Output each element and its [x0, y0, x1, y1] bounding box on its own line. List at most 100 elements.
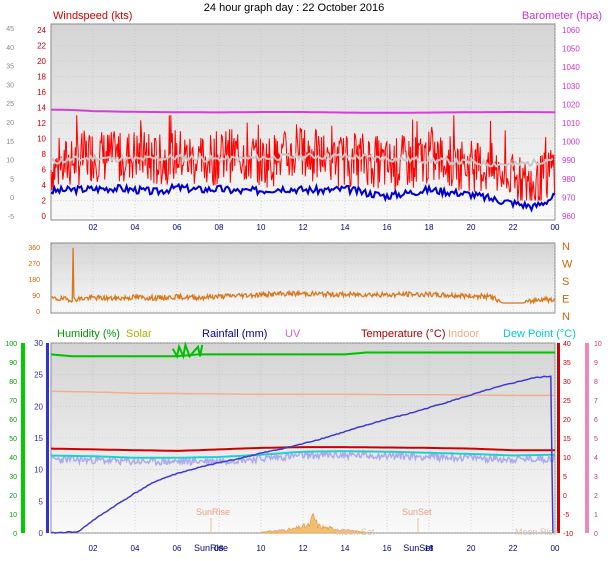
temperature-y-tick: 10 [563, 455, 571, 462]
wind-x-tick: 12 [299, 223, 308, 232]
wind-x-tick: 16 [383, 223, 392, 232]
temperature-y-tick: -5 [563, 512, 569, 519]
rain-y-tick: 30 [34, 339, 43, 348]
barometer-y-tick: 960 [562, 212, 576, 221]
uv-axis-bar [585, 343, 589, 533]
uv-area [260, 513, 367, 534]
wind-outer-y-tick: 0 [10, 195, 14, 202]
humidity-y-tick: 80 [9, 379, 17, 386]
wind-y-tick: 18 [37, 73, 46, 82]
wind-x-tick: 14 [341, 223, 350, 232]
temperature-y-tick: 40 [563, 341, 571, 348]
temperature-x-tick: 10 [257, 544, 266, 553]
uv-y-tick: 8 [594, 379, 598, 386]
legend-uv: UV [285, 328, 301, 340]
temperature-x-tick: 20 [467, 544, 476, 553]
wind-y-tick: 16 [37, 88, 46, 97]
temperature-grid [51, 342, 556, 534]
humidity-y-tick: 70 [9, 398, 17, 405]
apparent-temperature-line [50, 449, 555, 467]
wind-y-tick: 0 [42, 212, 47, 221]
temperature-x-tick: 14 [341, 544, 350, 553]
wind-outer-y-tick: 30 [6, 82, 14, 89]
wind-outer-y-tick: 5 [10, 176, 14, 183]
barometer-line [50, 108, 555, 114]
wind-x-tick: 10 [257, 223, 266, 232]
humidity-y-tick: 20 [9, 493, 17, 500]
temperature-y-tick: -10 [563, 531, 573, 538]
humidity-y-tick: 30 [9, 474, 17, 481]
wind-outer-y-tick: -5 [8, 214, 14, 221]
temperature-x-tick: 22 [509, 544, 518, 553]
temperature-y-tick: 35 [563, 360, 571, 367]
temperature-x-tick: 00 [551, 544, 560, 553]
temperature-x-tick: 04 [131, 544, 140, 553]
temperature-x-tick: 18 [425, 544, 434, 553]
wind-x-tick: 08 [215, 223, 224, 232]
wind-y-tick: 20 [37, 57, 46, 66]
solar-line [171, 341, 204, 360]
direction-y-tick: 0 [36, 309, 40, 316]
wind-y-tick: 14 [37, 104, 46, 113]
wind-x-tick: 02 [89, 223, 98, 232]
wind-y-tick: 8 [42, 150, 47, 159]
wind-outer-y-tick: 25 [6, 101, 14, 108]
wind-outer-y-tick: 20 [6, 120, 14, 127]
rain-y-tick: 10 [34, 466, 43, 475]
rain-y-tick: 0 [39, 529, 44, 538]
wind-x-tick: 04 [131, 223, 140, 232]
legend-temperature: Temperature (°C) [361, 328, 445, 340]
temperature-line [50, 446, 555, 452]
barometer-y-tick: 1050 [562, 45, 580, 54]
legend-dew-point: Dew Point (°C) [503, 328, 576, 340]
wind-y-tick: 22 [37, 42, 46, 51]
barometer-y-tick: 990 [562, 156, 576, 165]
wind-x-tick: 06 [173, 223, 182, 232]
temperature-y-tick: 20 [563, 417, 571, 424]
barometer-y-tick: 1010 [562, 119, 580, 128]
temperature-y-tick: 0 [563, 493, 567, 500]
temperature-y-tick: 5 [563, 474, 567, 481]
barometer-y-tick: 970 [562, 193, 576, 202]
wind-direction-line [51, 247, 556, 305]
rain-axis-bar [46, 343, 49, 533]
barometer-y-tick: 980 [562, 175, 576, 184]
wind-outer-y-tick: 10 [6, 158, 14, 165]
dew-point-line [50, 450, 556, 459]
barometer-axis-title: Barometer (hpa) [522, 10, 602, 22]
direction-y-tick: 270 [28, 261, 40, 268]
wind-y-tick: 12 [37, 119, 46, 128]
wind-y-tick: 4 [42, 181, 47, 190]
barometer-y-tick: 1000 [562, 138, 580, 147]
barometer-y-tick: 1020 [562, 100, 580, 109]
wind-x-tick: 22 [509, 223, 518, 232]
temperature-y-tick: 15 [563, 436, 571, 443]
uv-y-tick: 10 [594, 341, 602, 348]
temperature-series [50, 341, 556, 534]
wind-outer-y-tick: 35 [6, 64, 14, 71]
compass-label: N [562, 311, 570, 323]
direction-y-tick: 90 [32, 293, 40, 300]
direction-grid [51, 243, 556, 313]
temperature-y-tick: 30 [563, 379, 571, 386]
rain-y-ticks: 30 25 20 15 10 5 0 [34, 339, 43, 538]
sunset-axis-label: SunSet [403, 543, 433, 553]
wind-y-tick: 2 [42, 197, 47, 206]
direction-series [51, 247, 556, 305]
wind-x-ticks: 02 04 06 08 10 12 14 16 18 20 22 00 [89, 223, 560, 232]
wind-x-tick: 18 [425, 223, 434, 232]
rainfall-line [50, 375, 554, 534]
wind-y-tick: 6 [42, 166, 47, 175]
rain-y-tick: 5 [39, 497, 44, 506]
direction-y-ticks: 360 270 180 90 0 [28, 245, 40, 316]
barometer-y-tick: 1060 [562, 26, 580, 35]
rain-y-tick: 20 [34, 402, 43, 411]
humidity-y-tick: 10 [9, 512, 17, 519]
windspeed-axis-title: Windspeed (kts) [53, 10, 132, 22]
direction-plot-area [50, 242, 556, 314]
direction-y-tick: 180 [28, 277, 40, 284]
temperature-x-tick: 16 [383, 544, 392, 553]
humidity-axis-bar [21, 343, 25, 533]
